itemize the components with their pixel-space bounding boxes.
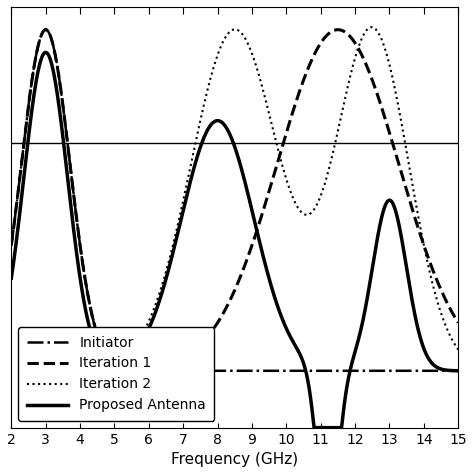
- Proposed Antenna: [86, 322, 92, 328]
- Proposed Antenna: [43, 50, 49, 55]
- Initiator: [86, 298, 92, 304]
- Initiator: [180, 368, 186, 374]
- Iteration 2: [180, 199, 186, 205]
- Line: Initiator: Initiator: [11, 30, 458, 371]
- Iteration 1: [456, 320, 461, 326]
- Line: Proposed Antenna: Proposed Antenna: [11, 53, 458, 428]
- Iteration 2: [86, 296, 91, 301]
- Line: Iteration 2: Iteration 2: [11, 27, 458, 357]
- Iteration 1: [447, 305, 453, 311]
- Proposed Antenna: [180, 209, 186, 215]
- Proposed Antenna: [456, 368, 461, 374]
- Iteration 1: [180, 355, 186, 360]
- Iteration 2: [399, 121, 404, 127]
- Iteration 1: [60, 99, 65, 104]
- Line: Iteration 1: Iteration 1: [11, 30, 458, 369]
- Initiator: [9, 243, 14, 248]
- Proposed Antenna: [200, 139, 205, 145]
- Iteration 1: [200, 339, 205, 345]
- Proposed Antenna: [9, 275, 14, 281]
- Iteration 2: [369, 24, 374, 30]
- Iteration 1: [399, 171, 404, 177]
- Legend: Initiator, Iteration 1, Iteration 2, Proposed Antenna: Initiator, Iteration 1, Iteration 2, Pro…: [18, 327, 214, 421]
- Initiator: [43, 27, 49, 33]
- Iteration 1: [86, 298, 92, 303]
- Proposed Antenna: [311, 425, 317, 430]
- Iteration 1: [43, 27, 49, 33]
- Proposed Antenna: [60, 130, 65, 136]
- Proposed Antenna: [399, 236, 404, 241]
- Iteration 2: [456, 347, 461, 353]
- Iteration 1: [9, 243, 14, 248]
- Initiator: [60, 99, 65, 104]
- Iteration 1: [131, 366, 137, 372]
- Iteration 2: [59, 98, 65, 103]
- Initiator: [399, 368, 404, 374]
- Iteration 2: [9, 243, 14, 248]
- Initiator: [456, 368, 461, 374]
- Initiator: [253, 368, 259, 374]
- Iteration 2: [114, 354, 120, 360]
- Initiator: [447, 368, 453, 374]
- Iteration 2: [200, 109, 205, 115]
- Initiator: [200, 368, 205, 374]
- Iteration 2: [447, 332, 453, 338]
- Proposed Antenna: [447, 368, 453, 374]
- X-axis label: Frequency (GHz): Frequency (GHz): [171, 452, 298, 467]
